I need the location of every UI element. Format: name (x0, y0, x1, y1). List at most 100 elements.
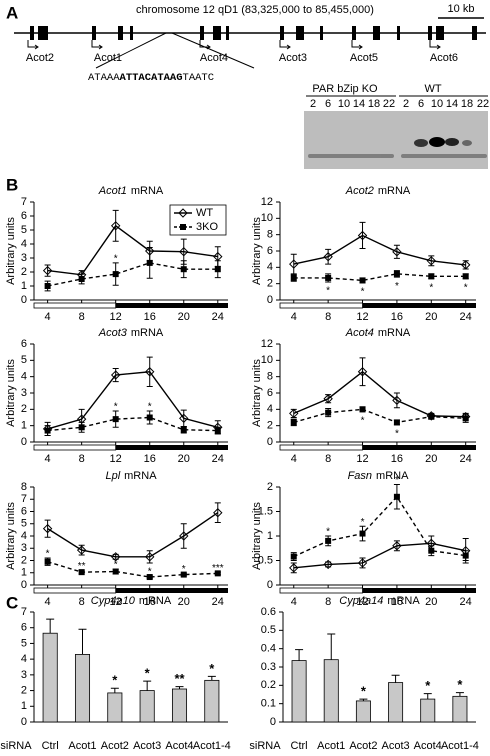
sequence-motif: ATTACATAAG (120, 72, 183, 84)
x-tick-label: 12 (110, 596, 122, 608)
significance: * (145, 666, 151, 681)
marker (359, 277, 366, 284)
y-axis-label: Arbitrary units (5, 502, 17, 570)
y-tick-label: 1 (21, 280, 27, 292)
marker (112, 271, 119, 278)
sequence-part: ATAAA (88, 72, 120, 84)
significance: * (114, 254, 118, 265)
x-tick-label: 8 (79, 596, 85, 608)
y-tick-label: 0.5 (261, 624, 276, 636)
x-tick-label: 16 (144, 311, 156, 323)
chart-title: Cyp4a10 mRNA (91, 595, 172, 607)
x-tick-label: 16 (391, 453, 403, 465)
legend-label: 3KO (196, 221, 218, 233)
marker (214, 570, 221, 577)
x-tick-label: 24 (212, 596, 224, 608)
marker (214, 266, 221, 273)
chart-title: Acot3 mRNA (98, 327, 164, 339)
x-tick-label: Acot1 (68, 740, 96, 752)
gene-name: Acot3 (98, 327, 128, 339)
marker (289, 259, 299, 269)
y-tick-label: 10 (261, 212, 273, 224)
x-tick-label: 24 (460, 453, 472, 465)
x-tick-label: 20 (425, 596, 437, 608)
chart-title: Acot2 mRNA (345, 185, 411, 197)
marker (179, 413, 189, 424)
y-tick-label: 0 (267, 436, 273, 448)
error-bar (391, 674, 400, 683)
x-tick-label: 24 (460, 596, 472, 608)
title-suffix: mRNA (131, 185, 164, 197)
y-tick-label: 3 (21, 542, 27, 554)
y-tick-label: 2 (267, 420, 273, 432)
x-tick-label: Acot1-4 (193, 740, 231, 752)
lane-label: 18 (368, 98, 380, 110)
error-bar (428, 255, 435, 267)
marker (44, 283, 51, 289)
x-tick-label: 4 (291, 453, 297, 465)
y-tick-label: 8 (267, 229, 273, 241)
series-line (47, 416, 218, 432)
y-tick-label: 6 (21, 338, 27, 350)
x-tick-label: 4 (45, 596, 51, 608)
marker (392, 247, 402, 257)
significance: * (114, 560, 118, 571)
gene-label: Acot1 (94, 52, 122, 64)
error-bar (455, 692, 464, 697)
significance: * (395, 281, 399, 292)
scale-label: 10 kb (448, 3, 475, 15)
marker (180, 266, 187, 273)
y-tick-label: 7 (21, 606, 27, 618)
marker (78, 569, 85, 576)
marker (145, 367, 155, 377)
y-tick-label: 0 (21, 579, 27, 591)
error-bar (325, 394, 332, 404)
y-tick-label: 8 (267, 371, 273, 383)
error-bar (295, 649, 304, 661)
lane-label: 6 (418, 98, 424, 110)
gene-name: Cyp4a10 (91, 595, 136, 607)
error-bar (393, 540, 400, 552)
marker (357, 558, 368, 568)
y-tick-label: 3 (21, 252, 27, 264)
y-tick-label: 5 (21, 354, 27, 366)
light-phase (279, 444, 363, 451)
series-line (293, 542, 466, 569)
bar (452, 695, 468, 723)
y-axis-label: Arbitrary units (251, 502, 263, 570)
error-bar (146, 356, 153, 387)
marker (357, 230, 368, 241)
marker (180, 571, 187, 578)
marker (325, 274, 332, 281)
bar (107, 692, 123, 723)
significance: * (361, 415, 365, 426)
y-tick-label: 0 (267, 294, 273, 306)
marker (213, 508, 223, 518)
error-bar (180, 523, 187, 549)
marker (78, 276, 85, 282)
bar (388, 682, 404, 723)
significance: * (114, 402, 118, 413)
x-tick-label: 20 (178, 453, 190, 465)
gene-label: Acot6 (430, 52, 458, 64)
y-tick-label: 8 (21, 481, 27, 493)
significance: * (361, 286, 365, 297)
y-tick-label: 2 (21, 554, 27, 566)
y-tick-label: 7 (21, 196, 27, 208)
marker (180, 426, 187, 433)
y-tick-label: 0 (21, 716, 27, 728)
dark-phase (362, 588, 476, 593)
error-bar (207, 675, 216, 681)
lane-label: 10 (338, 98, 350, 110)
lane-label: 6 (325, 98, 331, 110)
series-line (47, 224, 218, 276)
x-tick-label: 20 (425, 311, 437, 323)
dark-phase (115, 303, 228, 308)
gene-name: Cyp4a14 (339, 595, 383, 607)
y-tick-label: 7 (21, 493, 27, 505)
x-tick-label: 24 (212, 311, 224, 323)
y-tick-label: 1 (267, 530, 273, 542)
gene-name: Acot4 (345, 327, 374, 339)
marker (110, 221, 121, 231)
error-bar (325, 248, 332, 265)
